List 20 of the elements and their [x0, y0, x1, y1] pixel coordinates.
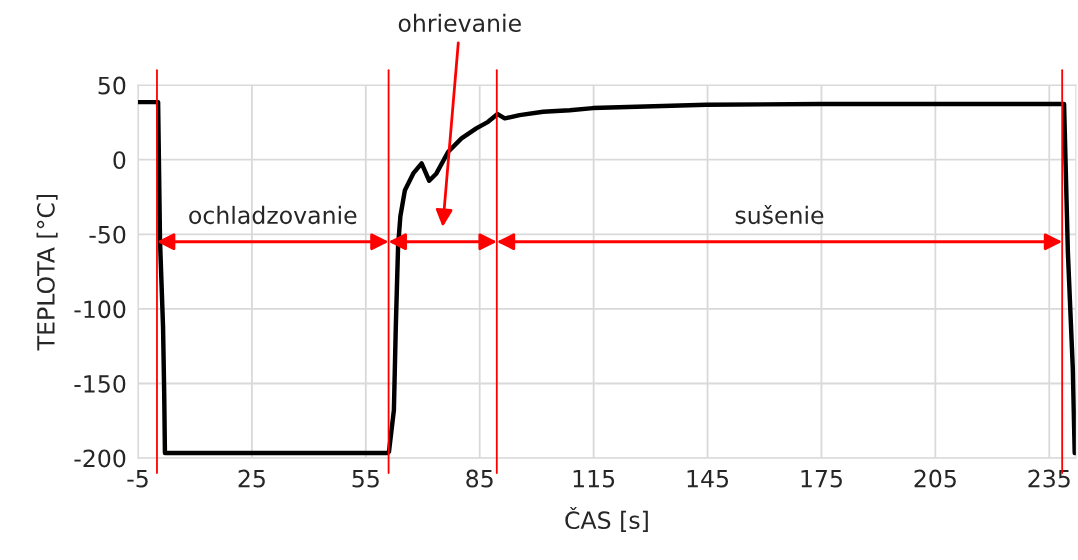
x-tick-label: 205 [914, 469, 956, 488]
x-tick-label: 55 [352, 469, 379, 488]
y-tick-label: 50 [98, 76, 126, 95]
y-tick-label: 0 [113, 151, 126, 170]
text: ohrievanie [398, 13, 521, 33]
x-tick-label: 115 [573, 469, 615, 488]
x-tick-label: 145 [687, 469, 729, 488]
y-axis-title: TEPLOTA [°C] [36, 194, 58, 351]
y-tick-label: -200 [74, 449, 126, 468]
annotation: ochladzovanie [189, 205, 357, 225]
x-tick-label: -5 [127, 469, 148, 488]
x-tick-label: 235 [1028, 469, 1070, 488]
x-tick-label: 175 [801, 469, 842, 488]
y-tick-label: -150 [74, 374, 126, 393]
y-tick-label: -50 [89, 225, 126, 244]
y-tick-label: -100 [74, 300, 126, 319]
annotation: sušenie [735, 204, 824, 225]
x-axis-title: ČAS [s] [565, 506, 648, 532]
x-tick-label: 85 [466, 469, 493, 488]
x-tick-label: 25 [238, 469, 265, 488]
